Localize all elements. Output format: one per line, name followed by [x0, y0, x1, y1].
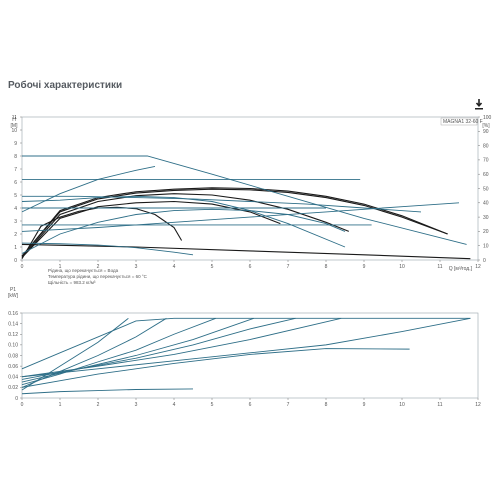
bottom-x-tick-label: 0 [21, 402, 24, 408]
top-y-left-tick-label: 9 [14, 141, 17, 147]
top-y-right-tick-label: 40 [483, 201, 489, 207]
system-curve [21, 195, 346, 248]
legend-label: MAGNA1 32-60 F [443, 119, 483, 125]
top-y-left-tick-label: 2 [14, 232, 17, 238]
top-x-tick-label: 11 [437, 264, 442, 270]
power-curve [21, 317, 216, 386]
head-curve [21, 193, 350, 258]
top-y-left-tick-label: 5 [14, 193, 17, 199]
top-y-right-tick-label: 30 [483, 215, 489, 221]
top-x-tick-label: 1 [59, 264, 62, 270]
power-curve [21, 388, 194, 395]
legend-box [440, 117, 478, 126]
top-y-right-tick-label: 80 [483, 143, 489, 149]
bottom-x-tick-label: 8 [325, 402, 328, 408]
bottom-y-tick-label: 0.14 [8, 321, 18, 327]
top-y-right-tick-label: 60 [483, 172, 489, 178]
top-y-right-tick-label: 20 [483, 229, 489, 235]
bottom-plot-frame [21, 312, 479, 399]
top-y-left-axis-unit: [M] [11, 123, 19, 129]
head-curve [21, 243, 471, 260]
top-y-left-tick-label: 8 [14, 154, 17, 160]
bottom-x-tick-label: 12 [475, 402, 481, 408]
bottom-y-tick-label: 0.06 [8, 364, 18, 370]
top-y-right-axis-label: [%] [482, 123, 490, 129]
top-x-tick-label: 3 [135, 264, 138, 270]
chart-note: Щільність = 983.2 кг/м³ [48, 280, 96, 285]
top-x-tick-label: 12 [475, 264, 481, 270]
bottom-x-tick-label: 1 [59, 402, 62, 408]
power-curve [21, 317, 129, 391]
top-x-tick-label: 7 [287, 264, 290, 270]
top-y-left-tick-label: 11 [12, 115, 17, 121]
bottom-x-tick-label: 3 [135, 402, 138, 408]
bottom-x-tick-label: 11 [437, 402, 442, 408]
head-curve [21, 187, 448, 257]
bottom-y-axis-label: P1 [10, 287, 16, 293]
system-curve [22, 195, 422, 213]
bottom-y-tick-label: 0.02 [8, 385, 18, 391]
top-y-left-tick-label: 7 [14, 167, 17, 173]
top-y-left-tick-label: 3 [14, 219, 17, 225]
top-x-tick-label: 4 [173, 264, 176, 270]
bottom-y-tick-label: 0.10 [8, 343, 18, 349]
top-y-right-tick-label: 50 [483, 186, 489, 192]
top-x-tick-label: 2 [97, 264, 100, 270]
download-icon[interactable] [474, 98, 484, 110]
bottom-x-tick-label: 9 [363, 402, 366, 408]
top-x-tick-label: 6 [249, 264, 252, 270]
head-curve [21, 188, 448, 257]
bottom-x-tick-label: 5 [211, 402, 214, 408]
bottom-y-tick-label: 0.12 [8, 332, 18, 338]
power-curve [21, 317, 471, 378]
bottom-y-tick-label: 0.04 [8, 375, 18, 381]
system-curve [21, 242, 194, 256]
bottom-y-tick-label: 0.16 [8, 311, 18, 317]
top-x-tick-label: 8 [325, 264, 328, 270]
system-curve [22, 155, 467, 245]
chart-note: Температура рідини, що перекачується = 6… [48, 274, 148, 279]
system-curve [21, 202, 460, 232]
top-x-axis-label: Q [м³/год.] [449, 266, 473, 272]
top-y-left-tick-label: 10 [11, 128, 17, 134]
page-title: Робочі характеристики [8, 80, 123, 91]
bottom-y-tick-label: 0.08 [8, 353, 18, 359]
chart-note: Рідина, що перекачується = Вода [48, 268, 119, 273]
top-y-right-tick-label: 100 [483, 115, 492, 121]
bottom-x-tick-label: 7 [287, 402, 290, 408]
top-x-tick-label: 10 [399, 264, 405, 270]
top-y-left-axis-label: H [12, 117, 16, 123]
bottom-x-tick-label: 10 [399, 402, 405, 408]
system-curve [21, 208, 346, 254]
bottom-y-tick-label: 0 [15, 396, 18, 402]
top-y-right-tick-label: 90 [483, 129, 489, 135]
bottom-x-tick-label: 4 [173, 402, 176, 408]
power-curve [21, 317, 342, 378]
top-x-tick-label: 5 [211, 264, 214, 270]
power-curve [21, 348, 410, 388]
system-curve [21, 165, 156, 213]
power-curve [21, 317, 471, 370]
top-y-left-tick-label: 1 [14, 245, 17, 251]
bottom-x-tick-label: 6 [249, 402, 252, 408]
top-x-tick-label: 0 [21, 264, 24, 270]
top-y-left-tick-label: 0 [14, 258, 17, 264]
bottom-y-axis-unit: [kW] [8, 293, 19, 299]
top-y-left-tick-label: 6 [14, 180, 17, 186]
top-y-right-tick-label: 70 [483, 158, 489, 164]
bottom-x-tick-label: 2 [97, 402, 100, 408]
top-y-right-tick-label: 0 [483, 258, 486, 264]
top-y-left-tick-label: 4 [14, 206, 17, 212]
top-x-tick-label: 9 [363, 264, 366, 270]
top-y-right-tick-label: 10 [483, 244, 489, 250]
power-curve [21, 317, 167, 388]
